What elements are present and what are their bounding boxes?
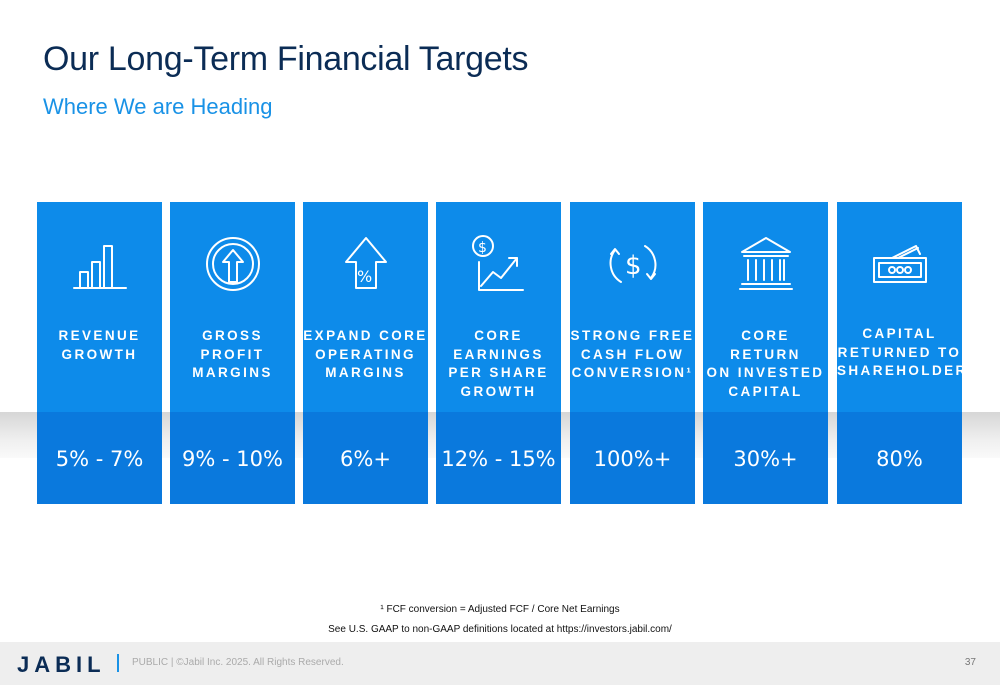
svg-text:$: $ [478,240,487,256]
circle-up-arrow-icon [205,237,260,291]
card-label: REVENUE GROWTH [58,328,141,362]
bank-building-icon [738,237,793,290]
dollar-cycle-icon: $ [609,245,656,283]
card-label: STRONG FREE CASH FLOW CONVERSION¹ [570,328,695,380]
footer: JABIL PUBLIC | ©Jabil Inc. 2025. All Rig… [0,642,1000,685]
target-card-expand-core-operating-margins: % EXPAND CORE OPERATING MARGINS 6%+ [303,202,428,504]
svg-text:$: $ [625,251,642,281]
card-value: 9% - 10% [182,447,283,471]
card-value: 6%+ [340,447,391,471]
card-label: GROSS PROFIT MARGINS [192,328,273,380]
card-value: 12% - 15% [441,447,556,471]
percent-up-arrow-icon: % [344,237,387,289]
cash-bills-icon [872,245,927,283]
footnote-fcf: ¹ FCF conversion = Adjusted FCF / Core N… [380,604,620,615]
footnote-gaap: See U.S. GAAP to non-GAAP definitions lo… [328,624,672,635]
jabil-logo: JABIL [17,652,106,677]
footer-divider [117,654,119,672]
card-value: 80% [876,447,923,471]
card-value: 100%+ [593,447,672,471]
svg-text:%: % [357,267,372,286]
target-card-gross-profit-margins: GROSS PROFIT MARGINS 9% - 10% [170,202,295,504]
card-label: CORE RETURN ON INVESTED CAPITAL [706,328,825,399]
card-value: 5% - 7% [55,447,144,471]
target-card-core-return-on-invested-capital: CORE RETURN ON INVESTED CAPITAL 30%+ [703,202,828,504]
card-label: CAPITAL RETURNED TO SHAREHOLDERS [837,326,980,378]
bar-chart-icon [72,245,127,289]
target-card-revenue-growth: REVENUE GROWTH 5% - 7% [37,202,162,504]
target-card-free-cash-flow-conversion: $ STRONG FREE CASH FLOW CONVERSION¹ 100%… [570,202,695,504]
card-value: 30%+ [733,447,798,471]
page-number: 37 [964,657,976,668]
card-label: CORE EARNINGS PER SHARE GROWTH [448,328,549,399]
dollar-growth-chart-icon: $ [471,235,524,291]
target-card-core-eps-growth: $ CORE EARNINGS PER SHARE GROWTH 12% - 1… [436,202,561,504]
target-card-capital-returned-to-shareholders: CAPITAL RETURNED TO SHAREHOLDERS 80% [837,202,980,504]
page-subtitle: Where We are Heading [43,94,273,119]
page-title: Our Long-Term Financial Targets [43,40,529,78]
card-label: EXPAND CORE OPERATING MARGINS [303,328,428,380]
copyright-text: PUBLIC | ©Jabil Inc. 2025. All Rights Re… [132,657,344,668]
